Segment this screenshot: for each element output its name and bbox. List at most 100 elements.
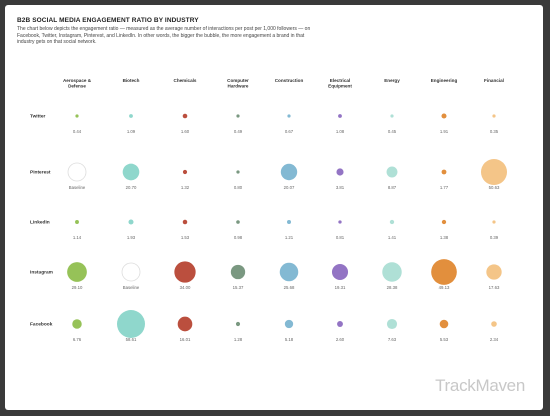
- bubble-linkedin-energy: [389, 219, 395, 225]
- value-label-twitter-engineering: 1.91: [440, 129, 449, 134]
- bubble-linkedin-engineering: [441, 219, 447, 225]
- value-label-instagram-computer-hardware: 15.37: [233, 285, 244, 290]
- value-label-twitter-electrical-equipment: 1.08: [336, 129, 345, 134]
- value-label-instagram-electrical-equipment: 19.31: [335, 285, 346, 290]
- bubble-twitter-electrical-equipment: [338, 114, 342, 118]
- row-label-pinterest: Pinterest: [30, 170, 51, 176]
- column-header-electrical-equipment: Electrical Equipment: [328, 78, 352, 89]
- bubble-instagram-aerospace-and-defense: [67, 262, 87, 282]
- column-header-chemicals: Chemicals: [174, 78, 197, 83]
- value-label-pinterest-energy: 8.87: [388, 185, 397, 190]
- bubble-twitter-energy: [390, 114, 394, 118]
- value-label-twitter-energy: 0.45: [388, 129, 397, 134]
- bubble-twitter-aerospace-and-defense: [75, 114, 79, 118]
- value-label-linkedin-financial: 0.39: [490, 235, 499, 240]
- row-label-facebook: Facebook: [30, 322, 53, 328]
- bubble-instagram-biotech: [121, 262, 141, 282]
- row-label-instagram: Instagram: [30, 270, 53, 276]
- column-header-computer-hardware: Computer Hardware: [227, 78, 249, 89]
- value-label-pinterest-chemicals: 1.32: [181, 185, 190, 190]
- bubble-facebook-computer-hardware: [235, 321, 241, 327]
- column-header-engineering: Engineering: [431, 78, 458, 83]
- value-label-pinterest-computer-hardware: 0.80: [234, 185, 243, 190]
- value-label-facebook-electrical-equipment: 2.60: [336, 337, 345, 342]
- chart-subtitle: The chart below depicts the engagement r…: [17, 26, 311, 46]
- bubble-instagram-chemicals: [174, 261, 196, 283]
- value-label-facebook-engineering: 5.53: [440, 337, 449, 342]
- value-label-pinterest-aerospace-and-defense: Baseline: [69, 185, 86, 190]
- bubble-twitter-computer-hardware: [236, 114, 240, 118]
- bubble-facebook-energy: [386, 318, 398, 330]
- bubble-linkedin-biotech: [128, 219, 134, 225]
- bubble-twitter-financial: [492, 114, 496, 118]
- value-label-linkedin-chemicals: 1.53: [181, 235, 190, 240]
- value-label-facebook-aerospace-and-defense: 6.76: [73, 337, 82, 342]
- bubble-linkedin-construction: [286, 219, 292, 225]
- bubble-chart: Aerospace & Defense Biotech Chemicals Comput…: [30, 78, 508, 342]
- bubble-instagram-electrical-equipment: [331, 263, 349, 281]
- bubble-instagram-energy: [382, 262, 402, 282]
- chart-sheet: B2B SOCIAL MEDIA ENGAGEMENT RATIO BY IND…: [5, 5, 543, 410]
- bubble-pinterest-chemicals: [182, 169, 188, 175]
- value-label-pinterest-financial: 50.63: [489, 185, 500, 190]
- value-label-twitter-computer-hardware: 0.49: [234, 129, 243, 134]
- value-label-pinterest-engineering: 1.77: [440, 185, 449, 190]
- value-label-instagram-financial: 17.63: [489, 285, 500, 290]
- value-label-facebook-financial: 2.34: [490, 337, 499, 342]
- value-label-facebook-construction: 5.18: [285, 337, 294, 342]
- bubble-facebook-engineering: [439, 319, 449, 329]
- value-label-facebook-computer-hardware: 1.28: [234, 337, 243, 342]
- value-label-twitter-construction: 0.67: [285, 129, 294, 134]
- value-label-facebook-chemicals: 16.01: [180, 337, 191, 342]
- bubble-pinterest-engineering: [441, 169, 447, 175]
- bubble-linkedin-financial: [492, 220, 496, 224]
- bubble-linkedin-computer-hardware: [236, 220, 240, 224]
- bubble-facebook-electrical-equipment: [337, 321, 343, 327]
- value-label-instagram-energy: 28.38: [387, 285, 398, 290]
- bubble-instagram-computer-hardware: [230, 264, 246, 280]
- bubble-linkedin-chemicals: [182, 219, 188, 225]
- bubble-pinterest-construction: [280, 163, 298, 181]
- bubble-twitter-biotech: [129, 114, 133, 118]
- bubble-pinterest-computer-hardware: [236, 170, 240, 174]
- value-label-twitter-chemicals: 1.60: [181, 129, 190, 134]
- bubble-linkedin-aerospace-and-defense: [75, 220, 79, 224]
- value-label-facebook-energy: 7.63: [388, 337, 397, 342]
- bubble-facebook-aerospace-and-defense: [72, 319, 82, 329]
- value-label-instagram-aerospace-and-defense: 29.10: [72, 285, 83, 290]
- value-label-instagram-construction: 25.68: [284, 285, 295, 290]
- value-label-instagram-chemicals: 34.00: [180, 285, 191, 290]
- bubble-pinterest-energy: [386, 166, 398, 178]
- bubble-instagram-construction: [279, 262, 299, 282]
- row-label-linkedin: LinkedIn: [30, 220, 50, 226]
- bubble-pinterest-electrical-equipment: [336, 168, 344, 176]
- value-label-twitter-financial: 0.35: [490, 129, 499, 134]
- column-header-construction: Construction: [275, 78, 304, 83]
- row-label-twitter: Twitter: [30, 114, 46, 120]
- value-label-pinterest-electrical-equipment: 3.81: [336, 185, 345, 190]
- value-label-linkedin-biotech: 1.93: [127, 235, 136, 240]
- bubble-instagram-financial: [486, 264, 502, 280]
- value-label-twitter-aerospace-and-defense: 0.44: [73, 129, 82, 134]
- bubble-twitter-chemicals: [182, 113, 188, 119]
- value-label-linkedin-computer-hardware: 0.98: [234, 235, 243, 240]
- bubble-facebook-chemicals: [177, 316, 193, 332]
- value-label-pinterest-biotech: 20.70: [126, 185, 137, 190]
- bubble-pinterest-aerospace-and-defense: [67, 162, 87, 182]
- chart-title: B2B SOCIAL MEDIA ENGAGEMENT RATIO BY IND…: [17, 17, 199, 24]
- bubble-facebook-financial: [491, 321, 497, 327]
- bubble-pinterest-biotech: [122, 163, 140, 181]
- value-label-facebook-biotech: 58.61: [126, 337, 137, 342]
- bubble-linkedin-electrical-equipment: [338, 220, 342, 224]
- bubble-facebook-construction: [284, 319, 294, 329]
- column-header-financial: Financial: [484, 78, 504, 83]
- trackmaven-logo: TrackMaven: [435, 376, 525, 395]
- value-label-linkedin-construction: 1.21: [285, 235, 294, 240]
- bubble-twitter-construction: [287, 114, 291, 118]
- value-label-linkedin-engineering: 1.38: [440, 235, 449, 240]
- value-label-linkedin-aerospace-and-defense: 1.14: [73, 235, 82, 240]
- bubble-instagram-engineering: [431, 259, 457, 285]
- value-label-instagram-biotech: Baseline: [123, 285, 140, 290]
- bubble-twitter-engineering: [441, 113, 447, 119]
- column-header-energy: Energy: [384, 78, 400, 83]
